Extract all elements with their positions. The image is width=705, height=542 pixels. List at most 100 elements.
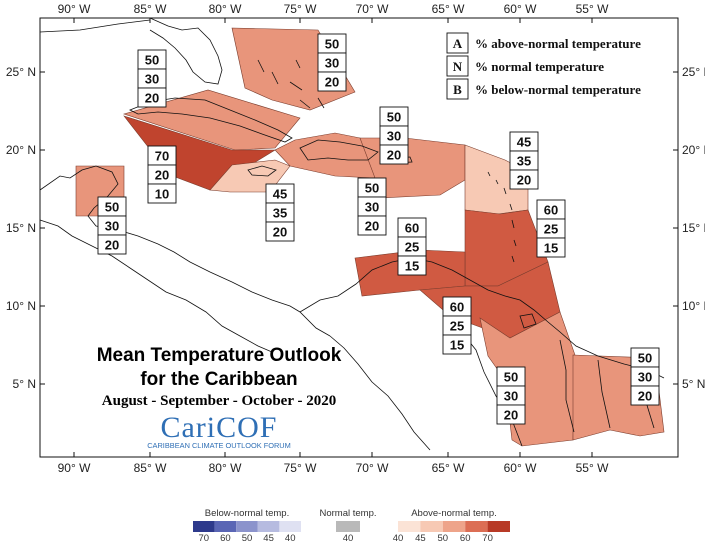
probability-value: 45 bbox=[517, 135, 531, 150]
probability-value: 35 bbox=[273, 206, 287, 221]
key-letter: N bbox=[453, 59, 463, 74]
map-title-line2: for the Caribbean bbox=[140, 369, 297, 390]
probability-value: 50 bbox=[504, 370, 518, 385]
colorbar-swatch bbox=[193, 521, 215, 532]
colorbar-swatch bbox=[442, 521, 466, 532]
probability-box: 50 30 20 bbox=[630, 347, 660, 406]
colorbar-swatch bbox=[236, 521, 258, 532]
probability-value: 15 bbox=[544, 241, 558, 256]
probability-box: 50 30 20 bbox=[137, 49, 167, 108]
probability-box: 50 30 20 bbox=[496, 366, 526, 425]
key-letter-box bbox=[446, 32, 469, 54]
probability-box: 45 35 20 bbox=[265, 183, 295, 242]
probability-value: 60 bbox=[405, 221, 419, 236]
lat-label-right: 5° N bbox=[682, 377, 705, 391]
colorbar-tick: 40 bbox=[285, 533, 296, 542]
lat-label-right: 15° N bbox=[682, 221, 705, 235]
probability-value: 10 bbox=[155, 187, 169, 202]
probability-value: 30 bbox=[365, 200, 379, 215]
key-letter-box bbox=[446, 55, 469, 77]
forecast-period: August - September - October - 2020 bbox=[102, 393, 336, 409]
probability-value: 50 bbox=[325, 37, 339, 52]
probability-value: 50 bbox=[365, 181, 379, 196]
probability-box: 60 25 15 bbox=[442, 296, 472, 355]
colorbar-swatch bbox=[336, 521, 360, 532]
probability-value: 20 bbox=[638, 389, 652, 404]
colorbar-tick: 45 bbox=[263, 533, 274, 542]
probability-cell bbox=[265, 221, 295, 242]
key-description: % above-normal temperature bbox=[475, 36, 641, 51]
lon-label-top: 85° W bbox=[134, 2, 167, 16]
colorbar-swatch bbox=[398, 521, 421, 532]
probability-value: 60 bbox=[544, 203, 558, 218]
colorbar-swatch bbox=[465, 521, 488, 532]
probability-value: 20 bbox=[517, 173, 531, 188]
probability-box: 60 25 15 bbox=[536, 199, 566, 258]
lon-label-bottom: 80° W bbox=[209, 461, 242, 475]
key-row: N % normal temperature bbox=[446, 55, 604, 77]
colorbar-title: Normal temp. bbox=[319, 508, 376, 519]
zone-western-cuba bbox=[122, 89, 301, 151]
probability-value: 20 bbox=[504, 408, 518, 423]
map-title-line1: Mean Temperature Outlook bbox=[97, 345, 342, 366]
probability-cell bbox=[509, 169, 539, 190]
lat-label-left: 15° N bbox=[6, 221, 36, 235]
colorbar-title: Below-normal temp. bbox=[205, 508, 289, 519]
colorbar: Above-normal temp. 40 45 50 60 70 bbox=[393, 508, 510, 542]
colorbar-swatch bbox=[420, 521, 443, 532]
key-row: A % above-normal temperature bbox=[446, 32, 641, 54]
probability-value: 30 bbox=[387, 129, 401, 144]
probability-value: 30 bbox=[105, 219, 119, 234]
key-letter: B bbox=[453, 82, 462, 97]
probability-value: 30 bbox=[638, 370, 652, 385]
lon-label-top: 80° W bbox=[209, 2, 242, 16]
probability-value: 50 bbox=[105, 200, 119, 215]
lon-label-top: 55° W bbox=[576, 2, 609, 16]
graticule-labels: 90° W 90° W 85° W 85° W 80° W 80° W 75° W 75° W… bbox=[6, 2, 705, 475]
colorbar-swatch bbox=[214, 521, 237, 532]
probability-value: 60 bbox=[450, 300, 464, 315]
probability-boxes: 50 30 20 50 30 20 70 20 10 50 30 20 50 30 20 45 35 20 50 30… bbox=[97, 33, 660, 425]
lon-label-bottom: 60° W bbox=[504, 461, 537, 475]
probability-value: 20 bbox=[145, 91, 159, 106]
colorbar-tick: 40 bbox=[393, 533, 404, 542]
lon-label-bottom: 70° W bbox=[356, 461, 389, 475]
probability-cell bbox=[630, 385, 660, 406]
colorbar: Normal temp. 40 bbox=[319, 508, 376, 542]
colorbar-tick: 50 bbox=[242, 533, 253, 542]
lat-label-right: 25° N bbox=[682, 65, 705, 79]
colorbar-tick: 40 bbox=[343, 533, 354, 542]
probability-value: 20 bbox=[325, 75, 339, 90]
probability-box: 50 30 20 bbox=[357, 177, 387, 236]
probability-value: 70 bbox=[155, 149, 169, 164]
probability-value: 30 bbox=[504, 389, 518, 404]
lat-label-right: 10° N bbox=[682, 299, 705, 313]
probability-value: 25 bbox=[544, 222, 558, 237]
lon-label-bottom: 55° W bbox=[576, 461, 609, 475]
colorbar-tick: 50 bbox=[438, 533, 449, 542]
probability-value: 15 bbox=[405, 259, 419, 274]
colorbar-swatch bbox=[279, 521, 301, 532]
probability-value: 50 bbox=[638, 351, 652, 366]
lon-label-bottom: 90° W bbox=[58, 461, 91, 475]
probability-cell bbox=[379, 144, 409, 165]
probability-value: 25 bbox=[450, 319, 464, 334]
colorbar: Below-normal temp. 70 60 50 45 40 bbox=[193, 508, 301, 542]
lon-label-top: 90° W bbox=[58, 2, 91, 16]
colorbar-tick: 70 bbox=[482, 533, 493, 542]
probability-value: 45 bbox=[273, 187, 287, 202]
caricof-tagline: CARIBBEAN CLIMATE OUTLOOK FORUM bbox=[147, 441, 291, 450]
lon-label-top: 70° W bbox=[356, 2, 389, 16]
probability-cell bbox=[137, 87, 167, 108]
probability-box: 70 20 10 bbox=[147, 145, 177, 204]
map-title-block: Mean Temperature Outlook for the Caribbe… bbox=[97, 345, 342, 450]
probability-value: 20 bbox=[105, 238, 119, 253]
lat-label-right: 20° N bbox=[682, 143, 705, 157]
key-row: B % below-normal temperature bbox=[446, 78, 641, 100]
lat-label-left: 20° N bbox=[6, 143, 36, 157]
probability-value: 50 bbox=[387, 110, 401, 125]
probability-value: 20 bbox=[273, 225, 287, 240]
colorbar-tick: 45 bbox=[415, 533, 426, 542]
